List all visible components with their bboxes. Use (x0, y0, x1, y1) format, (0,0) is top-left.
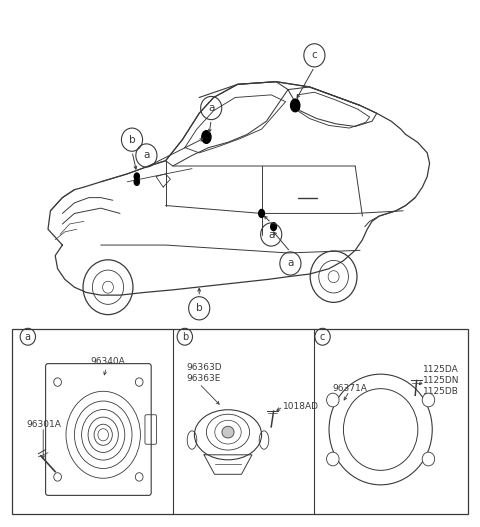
Text: 1018AD: 1018AD (283, 402, 319, 412)
Ellipse shape (259, 209, 264, 217)
Circle shape (422, 393, 435, 407)
Circle shape (326, 393, 339, 407)
Text: c: c (312, 51, 317, 60)
Text: 96340A: 96340A (91, 357, 125, 366)
Text: 1125DB: 1125DB (423, 386, 459, 396)
Text: b: b (196, 304, 203, 313)
Ellipse shape (222, 426, 234, 438)
Text: b: b (181, 332, 188, 341)
Ellipse shape (290, 99, 300, 112)
Circle shape (135, 378, 143, 386)
Text: 96301A: 96301A (26, 419, 61, 429)
Circle shape (326, 452, 339, 466)
Circle shape (135, 473, 143, 481)
Text: b: b (129, 135, 135, 144)
Text: a: a (268, 230, 275, 239)
Text: c: c (320, 332, 325, 341)
Text: a: a (287, 259, 294, 268)
Circle shape (54, 473, 61, 481)
Text: a: a (208, 103, 215, 113)
Ellipse shape (202, 131, 211, 143)
Text: 96363D: 96363D (186, 363, 222, 372)
Text: 96371A: 96371A (332, 384, 367, 394)
Bar (12, 329, 468, 514)
Text: a: a (25, 332, 31, 341)
Text: 1125DA: 1125DA (423, 365, 459, 375)
Ellipse shape (134, 178, 139, 186)
Text: 1125DN: 1125DN (423, 376, 460, 385)
Ellipse shape (271, 222, 276, 231)
Ellipse shape (134, 173, 139, 180)
Circle shape (54, 378, 61, 386)
Text: a: a (143, 151, 150, 160)
Circle shape (422, 452, 435, 466)
Text: 96363E: 96363E (186, 374, 221, 383)
